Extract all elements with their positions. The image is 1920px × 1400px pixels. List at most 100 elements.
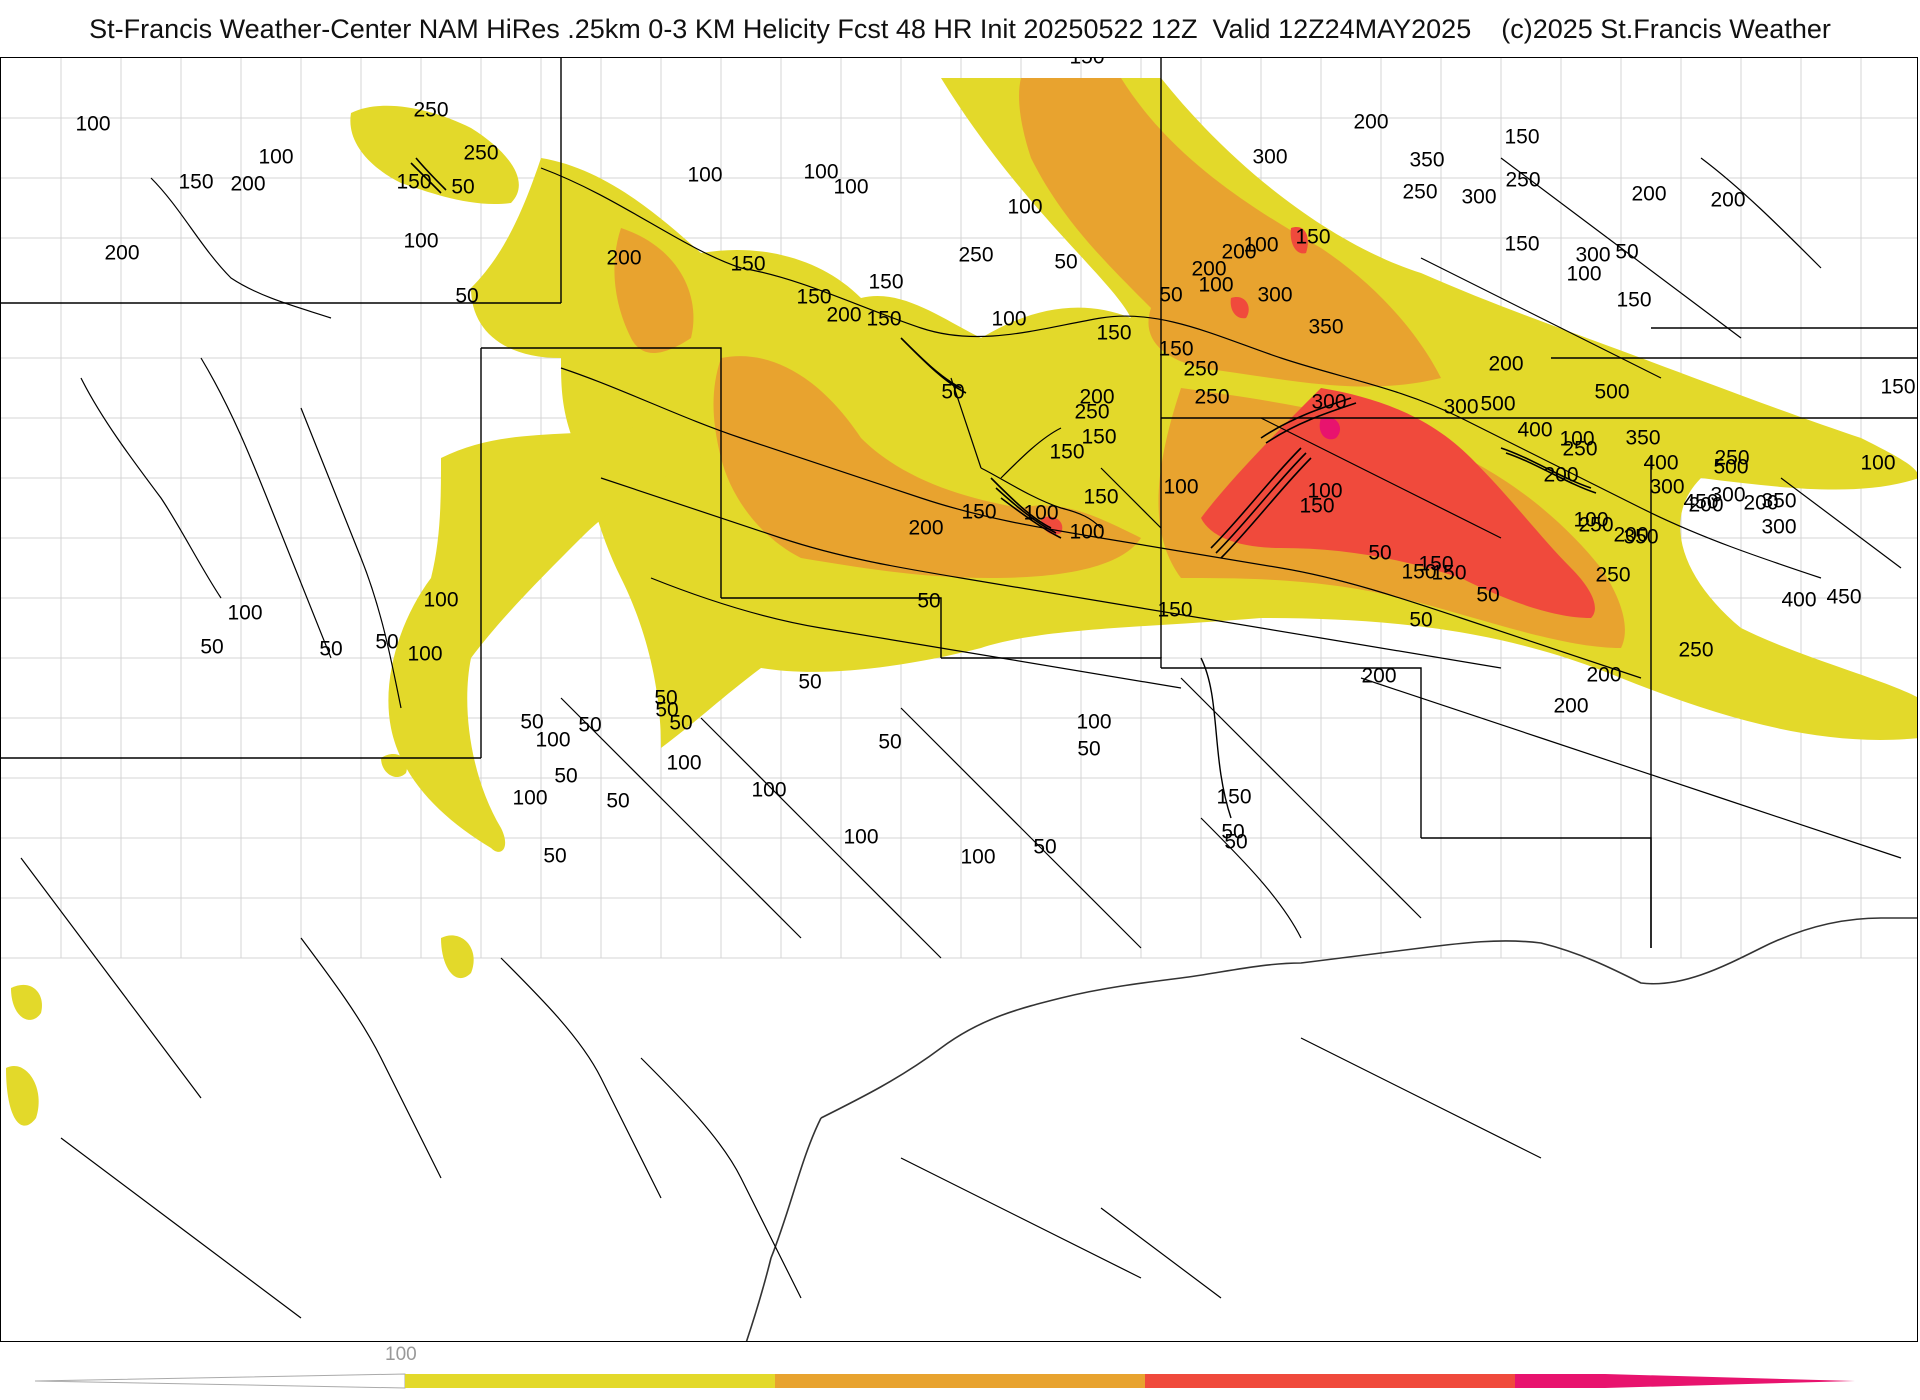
contour-label: 150 (1504, 233, 1539, 256)
contour-label: 100 (666, 752, 701, 775)
contour-label: 200 (826, 304, 861, 327)
contour-label: 50 (1159, 284, 1182, 307)
contour-label: 100 (687, 164, 722, 187)
dense-contour-clusters (410, 157, 1597, 559)
contour-label: 100 (751, 779, 786, 802)
contour-label: 400 (1781, 589, 1816, 612)
contour-label: 100 (1076, 711, 1111, 734)
contour-label: 50 (200, 636, 223, 659)
contour-label: 250 (1678, 639, 1713, 662)
contour-label: 350 (1409, 149, 1444, 172)
contour-label: 50 (1615, 241, 1638, 264)
contour-label: 100 (258, 146, 293, 169)
contour-label: 50 (1054, 251, 1077, 274)
contour-label: 250 (1562, 438, 1597, 461)
contour-label: 100 (833, 176, 868, 199)
contour-label: 300 (1252, 146, 1287, 169)
fill-yellow-speck-1 (381, 753, 407, 778)
contour-label: 200 (1631, 183, 1666, 206)
contour-label: 150 (868, 271, 903, 294)
helicity-fill (6, 78, 1917, 1126)
contour-label: 100 (75, 113, 110, 136)
contour-label: 300 (1761, 516, 1796, 539)
fill-yellow-sw-arm (388, 425, 701, 852)
contour-label: 200 (104, 242, 139, 265)
contour-label: 250 (1578, 514, 1613, 537)
contour-label: 150 (1158, 338, 1193, 361)
contour-label: 100 (535, 729, 570, 752)
contour-label: 150 (1049, 441, 1084, 464)
helicity-map[interactable]: 100 250 100 150 200 250 150 50 100 100 200 100 50 200… (0, 57, 1918, 1342)
contour-label: 50 (578, 714, 601, 737)
contour-label: 50 (878, 731, 901, 754)
fill-red-main (1201, 388, 1595, 618)
legend-color-segment (775, 1374, 1145, 1388)
contour-label: 100 (1860, 452, 1895, 475)
contour-label: 300 (1311, 391, 1346, 414)
contour-label: 100 (991, 308, 1026, 331)
contour-label: 50 (1224, 831, 1247, 854)
contour-label: 200 (1586, 664, 1621, 687)
contour-label: 150 (1880, 376, 1915, 399)
contour-label: 200 (1221, 241, 1256, 264)
contour-label: 50 (655, 699, 678, 722)
contour-label: 150 (1299, 495, 1334, 518)
contour-label: 400 (1643, 452, 1678, 475)
contour-label: 300 (1461, 186, 1496, 209)
fill-red-small-3 (1290, 227, 1308, 254)
contour-label: 200 (1710, 189, 1745, 212)
contour-label: 50 (451, 176, 474, 199)
contour-label: 50 (1476, 584, 1499, 607)
contour-label: 350 (1625, 427, 1660, 450)
contour-label: 50 (319, 638, 342, 661)
contour-label: 50 (1221, 821, 1244, 844)
contour-label: 150 (178, 171, 213, 194)
contour-label: 200 (1353, 111, 1388, 134)
coastline (745, 917, 1917, 1341)
contour-label: 150 (1096, 322, 1131, 345)
contour-label: 150 (1401, 561, 1436, 584)
contour-label: 150 (1616, 289, 1651, 312)
contour-label: 50 (554, 765, 577, 788)
contour-label: 250 (958, 244, 993, 267)
contour-label: 50 (606, 790, 629, 813)
contour-label: 100 (407, 643, 442, 666)
contour-label: 500 (1594, 381, 1629, 404)
contour-label: 250 (1505, 169, 1540, 192)
contour-label: 200 (1743, 492, 1778, 515)
state-borders (1, 58, 1917, 948)
contour-label: 50 (941, 381, 964, 404)
contour-label: 150 (396, 171, 431, 194)
contour-label: 150 (1504, 126, 1539, 149)
contour-label: 100 (1198, 274, 1233, 297)
contour-label: 100 (1023, 502, 1058, 525)
contour-label: 100 (1307, 480, 1342, 503)
contour-label: 200 (1488, 353, 1523, 376)
contour-label: 200 (1191, 258, 1226, 281)
contour-label: 250 (1714, 447, 1749, 470)
contour-label: 500 (1480, 393, 1515, 416)
contour-lines (20, 157, 1902, 1319)
contour-label: 200 (1613, 524, 1648, 547)
legend-color-segment (1515, 1374, 1855, 1388)
contour-label: 150 (1295, 226, 1330, 249)
contour-label: 150 (1069, 58, 1104, 69)
contour-label: 50 (375, 631, 398, 654)
contour-label: 200 (1688, 494, 1723, 517)
contour-label: 250 (1595, 564, 1630, 587)
contour-label: 100 (1069, 521, 1104, 544)
contour-label: 250 (1183, 358, 1218, 381)
contour-label: 350 (1308, 316, 1343, 339)
contour-label: 100 (512, 787, 547, 810)
contour-label: 100 (1559, 428, 1594, 451)
contour-label: 450 (1826, 586, 1861, 609)
contour-label: 200 (1361, 665, 1396, 688)
contour-label: 350 (1623, 526, 1658, 549)
contour-label: 300 (1443, 396, 1478, 419)
contour-label: 500 (1713, 456, 1748, 479)
contour-label: 250 (1194, 386, 1229, 409)
contour-label: 50 (798, 671, 821, 694)
contour-label: 300 (1710, 484, 1745, 507)
contour-label: 50 (455, 285, 478, 308)
